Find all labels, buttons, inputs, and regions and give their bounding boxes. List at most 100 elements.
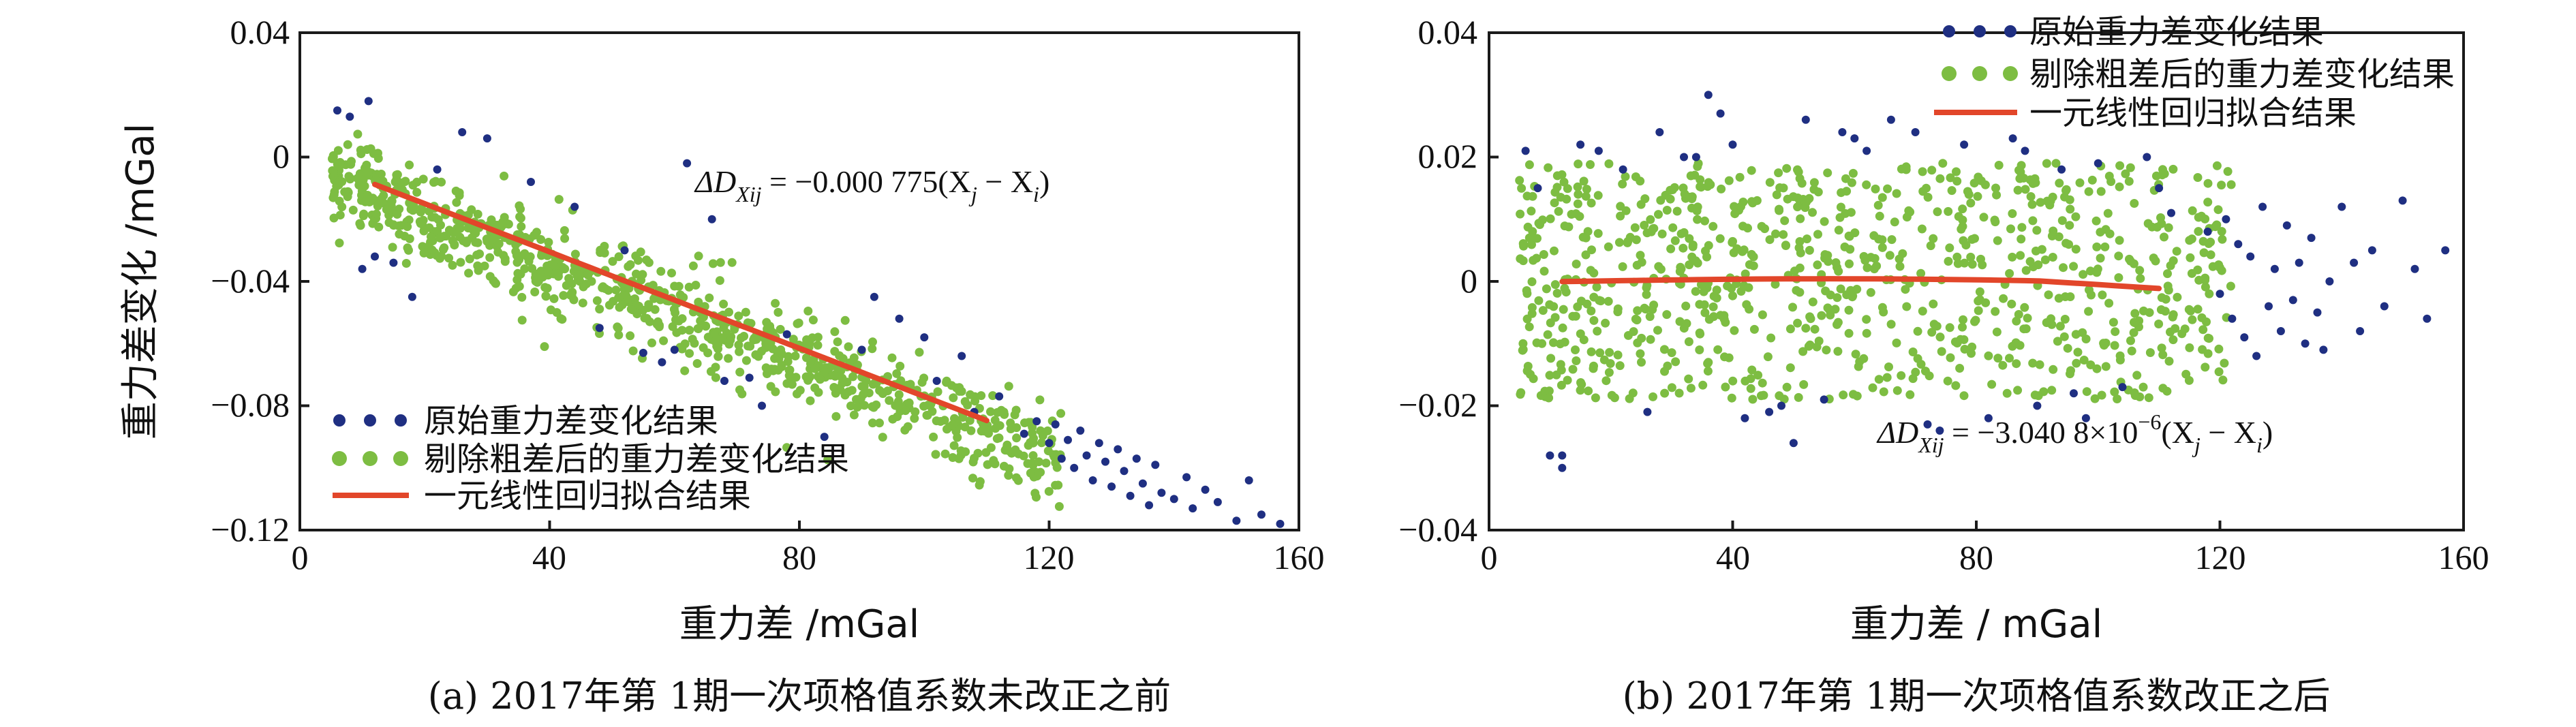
raw-point xyxy=(2288,296,2297,305)
clean-point xyxy=(1560,283,1569,293)
clean-point xyxy=(1833,320,1841,329)
clean-point xyxy=(724,307,733,317)
clean-point xyxy=(1684,337,1693,346)
clean-point xyxy=(1746,384,1755,393)
clean-point xyxy=(2115,355,2125,365)
clean-point xyxy=(382,205,392,214)
clean-point xyxy=(494,239,504,249)
clean-point xyxy=(1963,187,1972,196)
clean-point xyxy=(1797,179,1807,188)
clean-point xyxy=(2054,232,2064,241)
clean-point xyxy=(2071,245,2081,254)
clean-point xyxy=(688,261,698,270)
clean-point xyxy=(838,373,847,383)
raw-point xyxy=(1189,504,1197,513)
clean-point xyxy=(1844,328,1854,338)
clean-point xyxy=(1984,351,1993,360)
clean-point xyxy=(2158,350,2168,360)
clean-point xyxy=(1992,190,2002,200)
clean-point xyxy=(808,333,817,343)
clean-point xyxy=(472,250,482,260)
raw-point xyxy=(995,392,1004,401)
clean-point xyxy=(2206,250,2215,260)
clean-point xyxy=(988,391,998,401)
clean-point xyxy=(793,389,801,399)
raw-point xyxy=(932,377,941,385)
legend-marker-raw xyxy=(333,414,407,427)
clean-point xyxy=(2103,208,2113,218)
clean-point xyxy=(1788,303,1797,312)
clean-point xyxy=(613,324,623,333)
clean-point xyxy=(1012,423,1022,433)
raw-point xyxy=(1960,140,1969,149)
clean-point xyxy=(1573,302,1582,311)
clean-point xyxy=(1586,160,1595,169)
clean-point xyxy=(968,474,977,483)
raw-point xyxy=(895,314,904,323)
clean-point xyxy=(847,386,857,395)
clean-point xyxy=(2042,159,2051,168)
clean-point xyxy=(2168,164,2178,174)
clean-point xyxy=(1747,365,1757,375)
clean-point xyxy=(1969,179,1979,188)
clean-point xyxy=(493,247,503,257)
chart-a-xlabel: 重力差 /mGal xyxy=(679,602,920,647)
clean-point xyxy=(371,209,381,219)
clean-point xyxy=(1782,164,1792,173)
clean-point xyxy=(1859,251,1869,261)
clean-point xyxy=(2028,216,2038,226)
clean-point xyxy=(1605,347,1614,357)
clean-point xyxy=(1998,360,2008,370)
clean-point xyxy=(426,232,435,241)
clean-point xyxy=(1993,236,2002,245)
clean-point xyxy=(2218,234,2227,244)
raw-point xyxy=(371,252,379,261)
clean-point xyxy=(831,412,841,421)
clean-point xyxy=(2208,262,2218,271)
clean-point xyxy=(1595,348,1605,358)
clean-point xyxy=(1671,357,1681,367)
clean-point xyxy=(1532,338,1542,347)
clean-point xyxy=(2059,263,2068,273)
clean-point xyxy=(2217,181,2226,190)
clean-point xyxy=(1518,256,1528,266)
clean-point xyxy=(328,152,338,161)
clean-point xyxy=(520,264,530,273)
clean-point xyxy=(1672,206,1682,216)
clean-point xyxy=(1744,283,1753,292)
clean-point xyxy=(1696,280,1706,290)
clean-point xyxy=(1005,464,1014,474)
clean-point xyxy=(1618,262,1627,271)
clean-point xyxy=(1935,174,1945,183)
clean-point xyxy=(1685,192,1694,202)
clean-point xyxy=(517,222,526,231)
clean-point xyxy=(1708,221,1718,231)
chart-b-xtick-label: 0 xyxy=(1481,538,1498,576)
clean-point xyxy=(1654,210,1663,219)
raw-point xyxy=(2234,240,2243,249)
clean-point xyxy=(2106,177,2116,186)
clean-point xyxy=(515,201,524,211)
raw-point xyxy=(1101,457,1109,466)
clean-point xyxy=(1943,376,1952,386)
clean-point xyxy=(2149,253,2158,263)
clean-point xyxy=(1766,333,1776,343)
clean-point xyxy=(2048,253,2057,262)
clean-point xyxy=(1845,259,1854,268)
clean-point xyxy=(530,288,540,296)
clean-point xyxy=(1877,303,1887,312)
chart-a-ytick-label: −0.12 xyxy=(211,510,290,548)
clean-point xyxy=(1933,207,1942,217)
clean-point xyxy=(849,410,859,420)
clean-point xyxy=(1573,182,1582,191)
clean-point xyxy=(2197,313,2207,322)
clean-point xyxy=(2129,259,2138,268)
clean-point xyxy=(1037,438,1046,448)
clean-point xyxy=(1615,361,1625,371)
clean-point xyxy=(1918,307,1927,316)
chart-b-ytick-label: −0.04 xyxy=(1398,510,1477,548)
clean-point xyxy=(1662,310,1672,320)
chart-b-raw-points xyxy=(1521,91,2450,472)
clean-point xyxy=(849,353,859,362)
clean-point xyxy=(1646,215,1655,224)
